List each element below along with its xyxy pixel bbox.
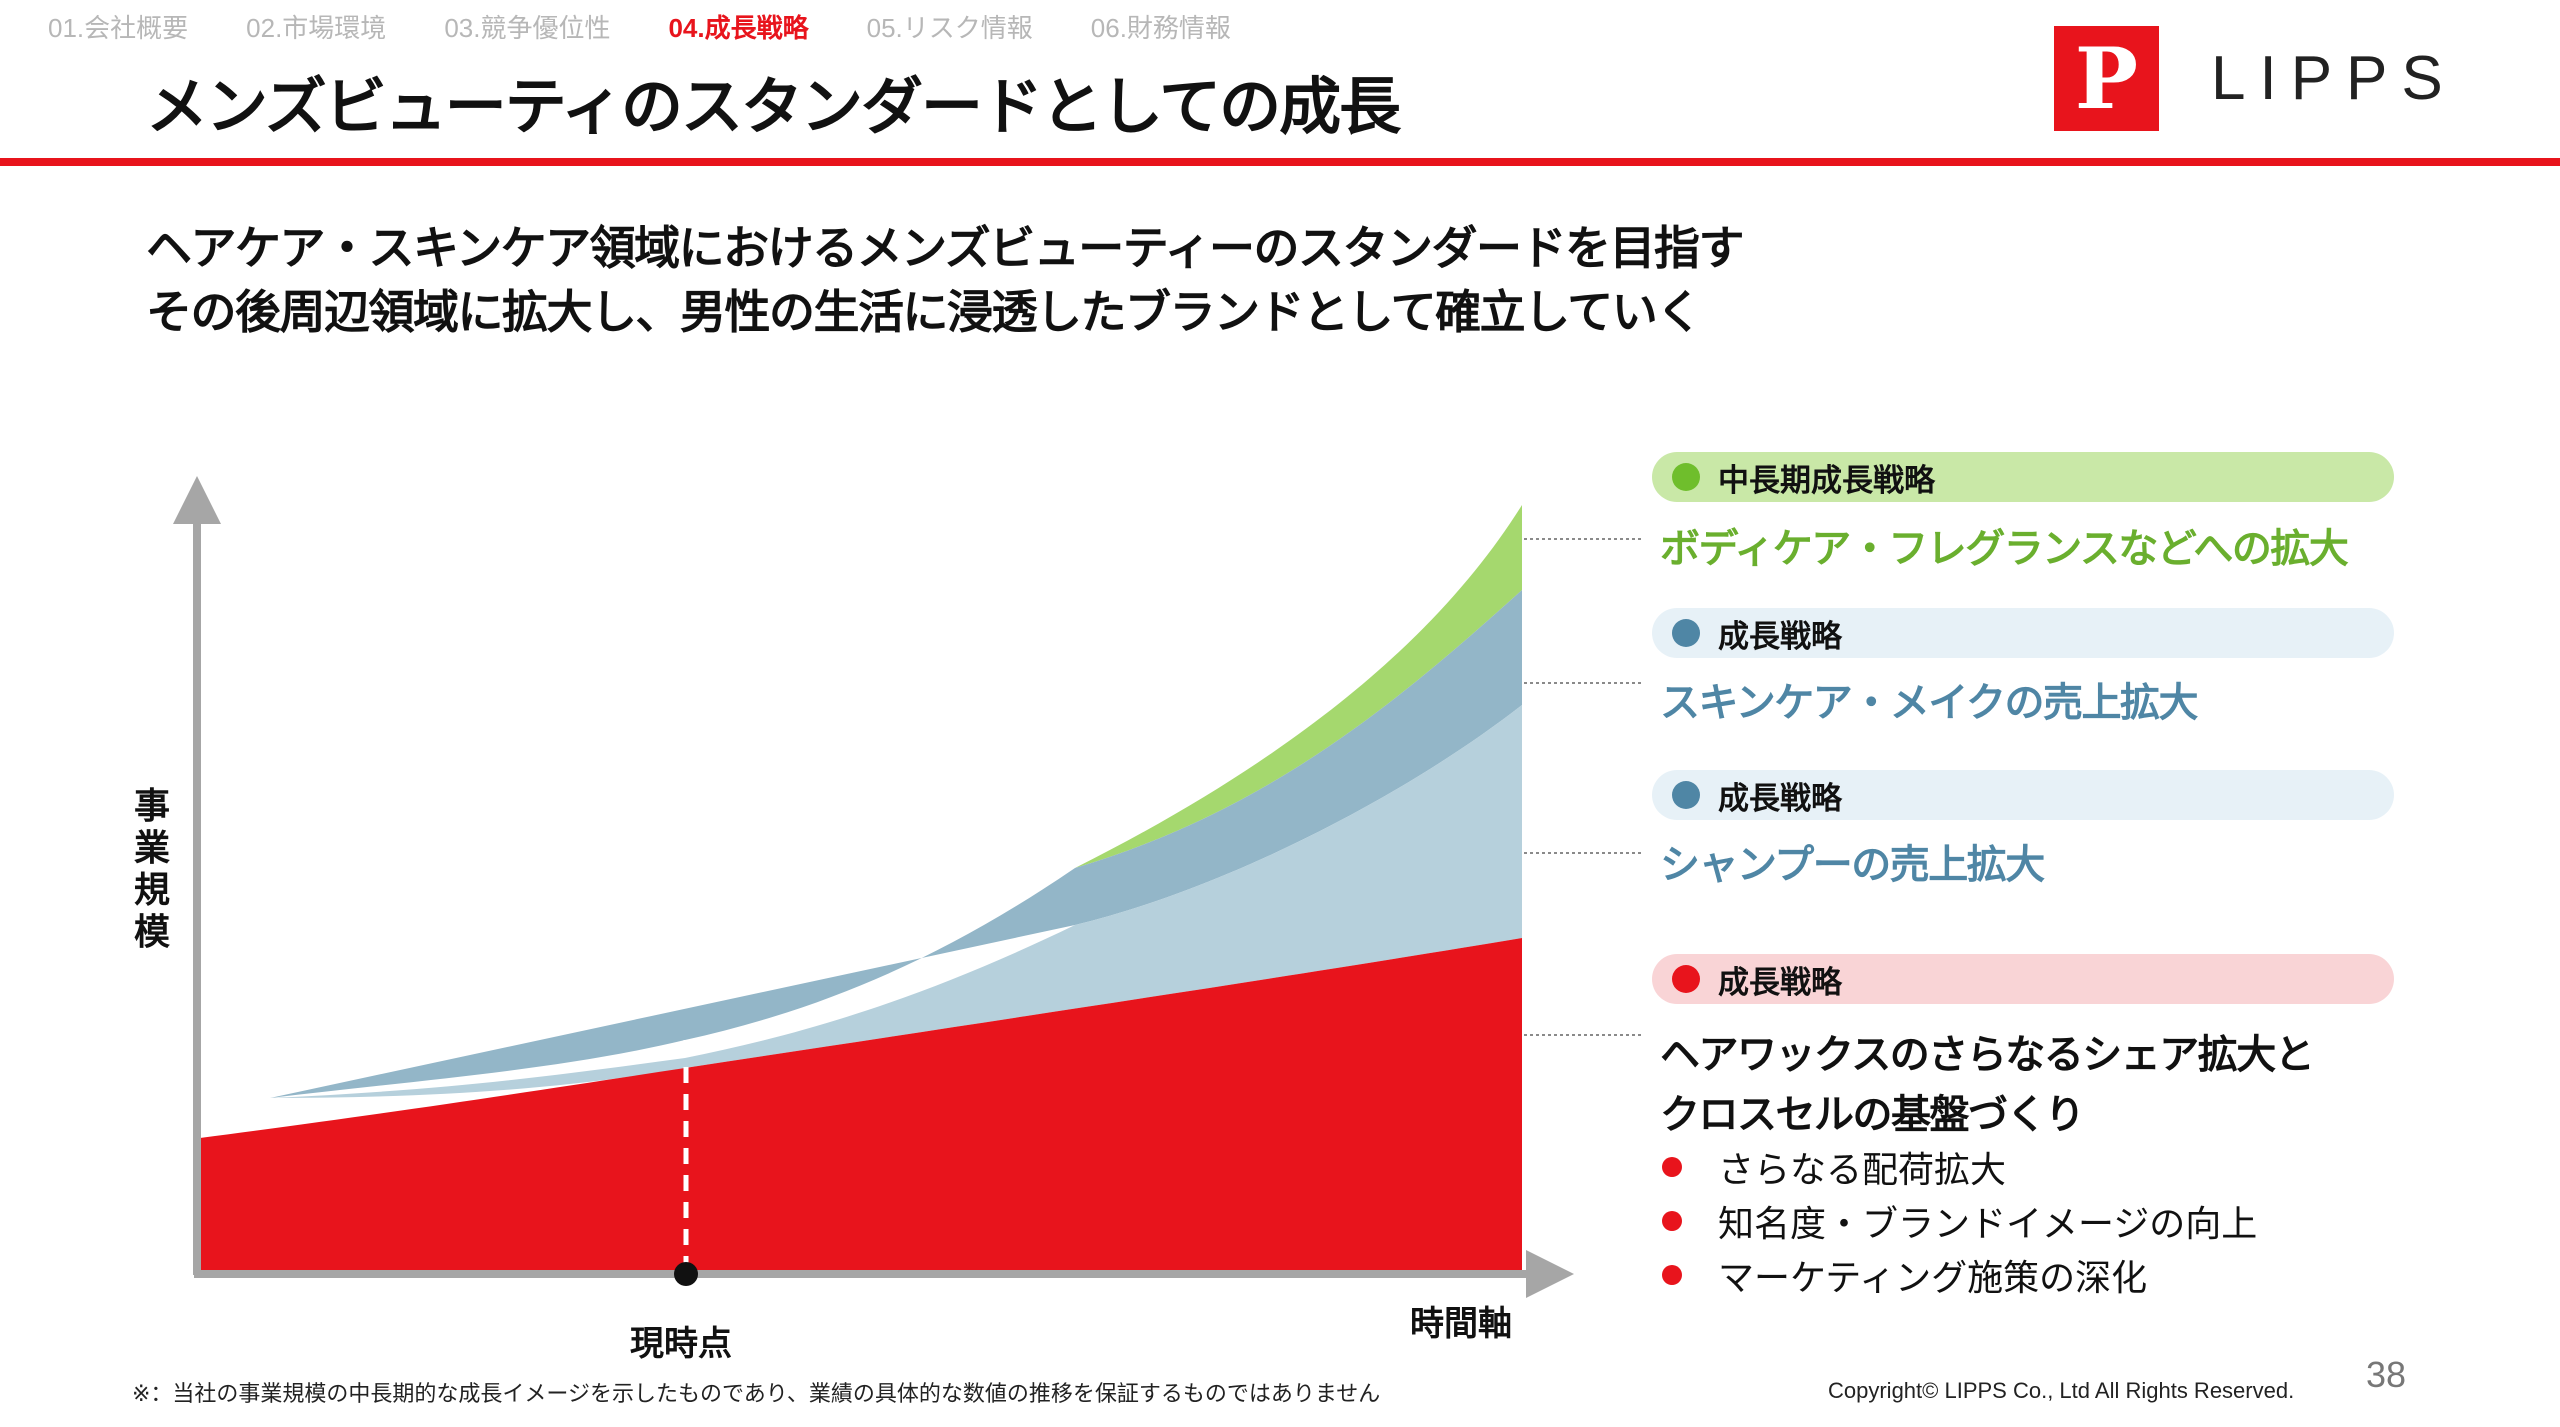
logo-mark: P bbox=[2054, 26, 2159, 131]
strategy-tag-label: 成長戦略 bbox=[1718, 618, 1842, 655]
nav-item-growth[interactable]: 04.成長戦略 bbox=[668, 13, 809, 43]
time-axis-label: 時間軸 bbox=[1410, 1304, 1512, 1344]
page-number: 38 bbox=[2366, 1354, 2407, 1395]
page-title: メンズビューティのスタンダードとしての成長 bbox=[146, 70, 1401, 143]
disclaimer-note: ※：当社の事業規模の中長期的な成長イメージを示したものであり、業績の具体的な数値… bbox=[132, 1382, 1381, 1407]
red-dot-icon bbox=[1672, 965, 1700, 993]
hairwax-bullet-list: さらなる配荷拡大 知名度・ブランドイメージの向上 マーケティング施策の深化 bbox=[1660, 1140, 2257, 1302]
list-item: さらなる配荷拡大 bbox=[1660, 1140, 2257, 1194]
company-logo: P LIPPS bbox=[2054, 26, 2457, 131]
bullet-icon bbox=[1662, 1157, 1682, 1177]
list-item: 知名度・ブランドイメージの向上 bbox=[1660, 1194, 2257, 1248]
copyright: Copyright© LIPPS Co., Ltd All Rights Res… bbox=[1828, 1378, 2295, 1403]
blue-dot-icon bbox=[1672, 619, 1700, 647]
list-item: マーケティング施策の深化 bbox=[1660, 1248, 2257, 1302]
nav-item-company[interactable]: 01.会社概要 bbox=[48, 13, 189, 43]
area-skincare-makeup bbox=[270, 590, 1522, 1098]
bullet-icon bbox=[1662, 1211, 1682, 1231]
strategy-skincare-text: スキンケア・メイクの売上拡大 bbox=[1660, 680, 2199, 726]
now-label: 現時点 bbox=[630, 1324, 732, 1364]
green-dot-icon bbox=[1672, 463, 1700, 491]
strategy-tag-skincare: 成長戦略 bbox=[1652, 608, 2394, 658]
nav-item-finance[interactable]: 06.財務情報 bbox=[1090, 13, 1231, 43]
nav-item-market[interactable]: 02.市場環境 bbox=[246, 13, 387, 43]
strategy-tag-hairwax: 成長戦略 bbox=[1652, 954, 2394, 1004]
subtitle-line-1: ヘアケア・スキンケア領域におけるメンズビューティーのスタンダードを目指す bbox=[146, 221, 1744, 275]
bullet-icon bbox=[1662, 1265, 1682, 1285]
nav-item-risk[interactable]: 05.リスク情報 bbox=[866, 13, 1033, 43]
area-shampoo bbox=[270, 705, 1522, 1098]
section-nav: 01.会社概要 02.市場環境 03.競争優位性 04.成長戦略 05.リスク情… bbox=[48, 8, 1289, 45]
strategy-tag-midterm: 中長期成長戦略 bbox=[1652, 452, 2394, 502]
strategy-tag-shampoo: 成長戦略 bbox=[1652, 770, 2394, 820]
y-axis-label: 事業規模 bbox=[133, 786, 170, 953]
strategy-hairwax-text-line-1: ヘアワックスのさらなるシェア拡大と bbox=[1660, 1032, 2315, 1078]
logo-text: LIPPS bbox=[2211, 44, 2457, 113]
list-item-text: マーケティング施策の深化 bbox=[1718, 1258, 2148, 1299]
strategy-tag-label: 成長戦略 bbox=[1718, 964, 1842, 1001]
subtitle-line-2: その後周辺領域に拡大し、男性の生活に浸透したブランドとして確立していく bbox=[146, 285, 1702, 339]
strategy-tag-label: 成長戦略 bbox=[1718, 780, 1842, 817]
list-item-text: 知名度・ブランドイメージの向上 bbox=[1718, 1204, 2258, 1245]
header-divider bbox=[0, 158, 2560, 166]
strategy-tag-label: 中長期成長戦略 bbox=[1718, 462, 1935, 499]
strategy-bodycare-text: ボディケア・フレグランスなどへの拡大 bbox=[1660, 526, 2349, 572]
nav-item-competition[interactable]: 03.競争優位性 bbox=[444, 13, 611, 43]
blue-dot-icon bbox=[1672, 781, 1700, 809]
now-marker-dot bbox=[674, 1262, 698, 1286]
logo-mark-letter: P bbox=[2074, 29, 2139, 128]
strategy-hairwax-text-line-2: クロスセルの基盤づくり bbox=[1660, 1092, 2085, 1138]
area-hair-wax bbox=[200, 938, 1522, 1272]
strategy-shampoo-text: シャンプーの売上拡大 bbox=[1660, 842, 2045, 888]
list-item-text: さらなる配荷拡大 bbox=[1718, 1150, 2007, 1191]
